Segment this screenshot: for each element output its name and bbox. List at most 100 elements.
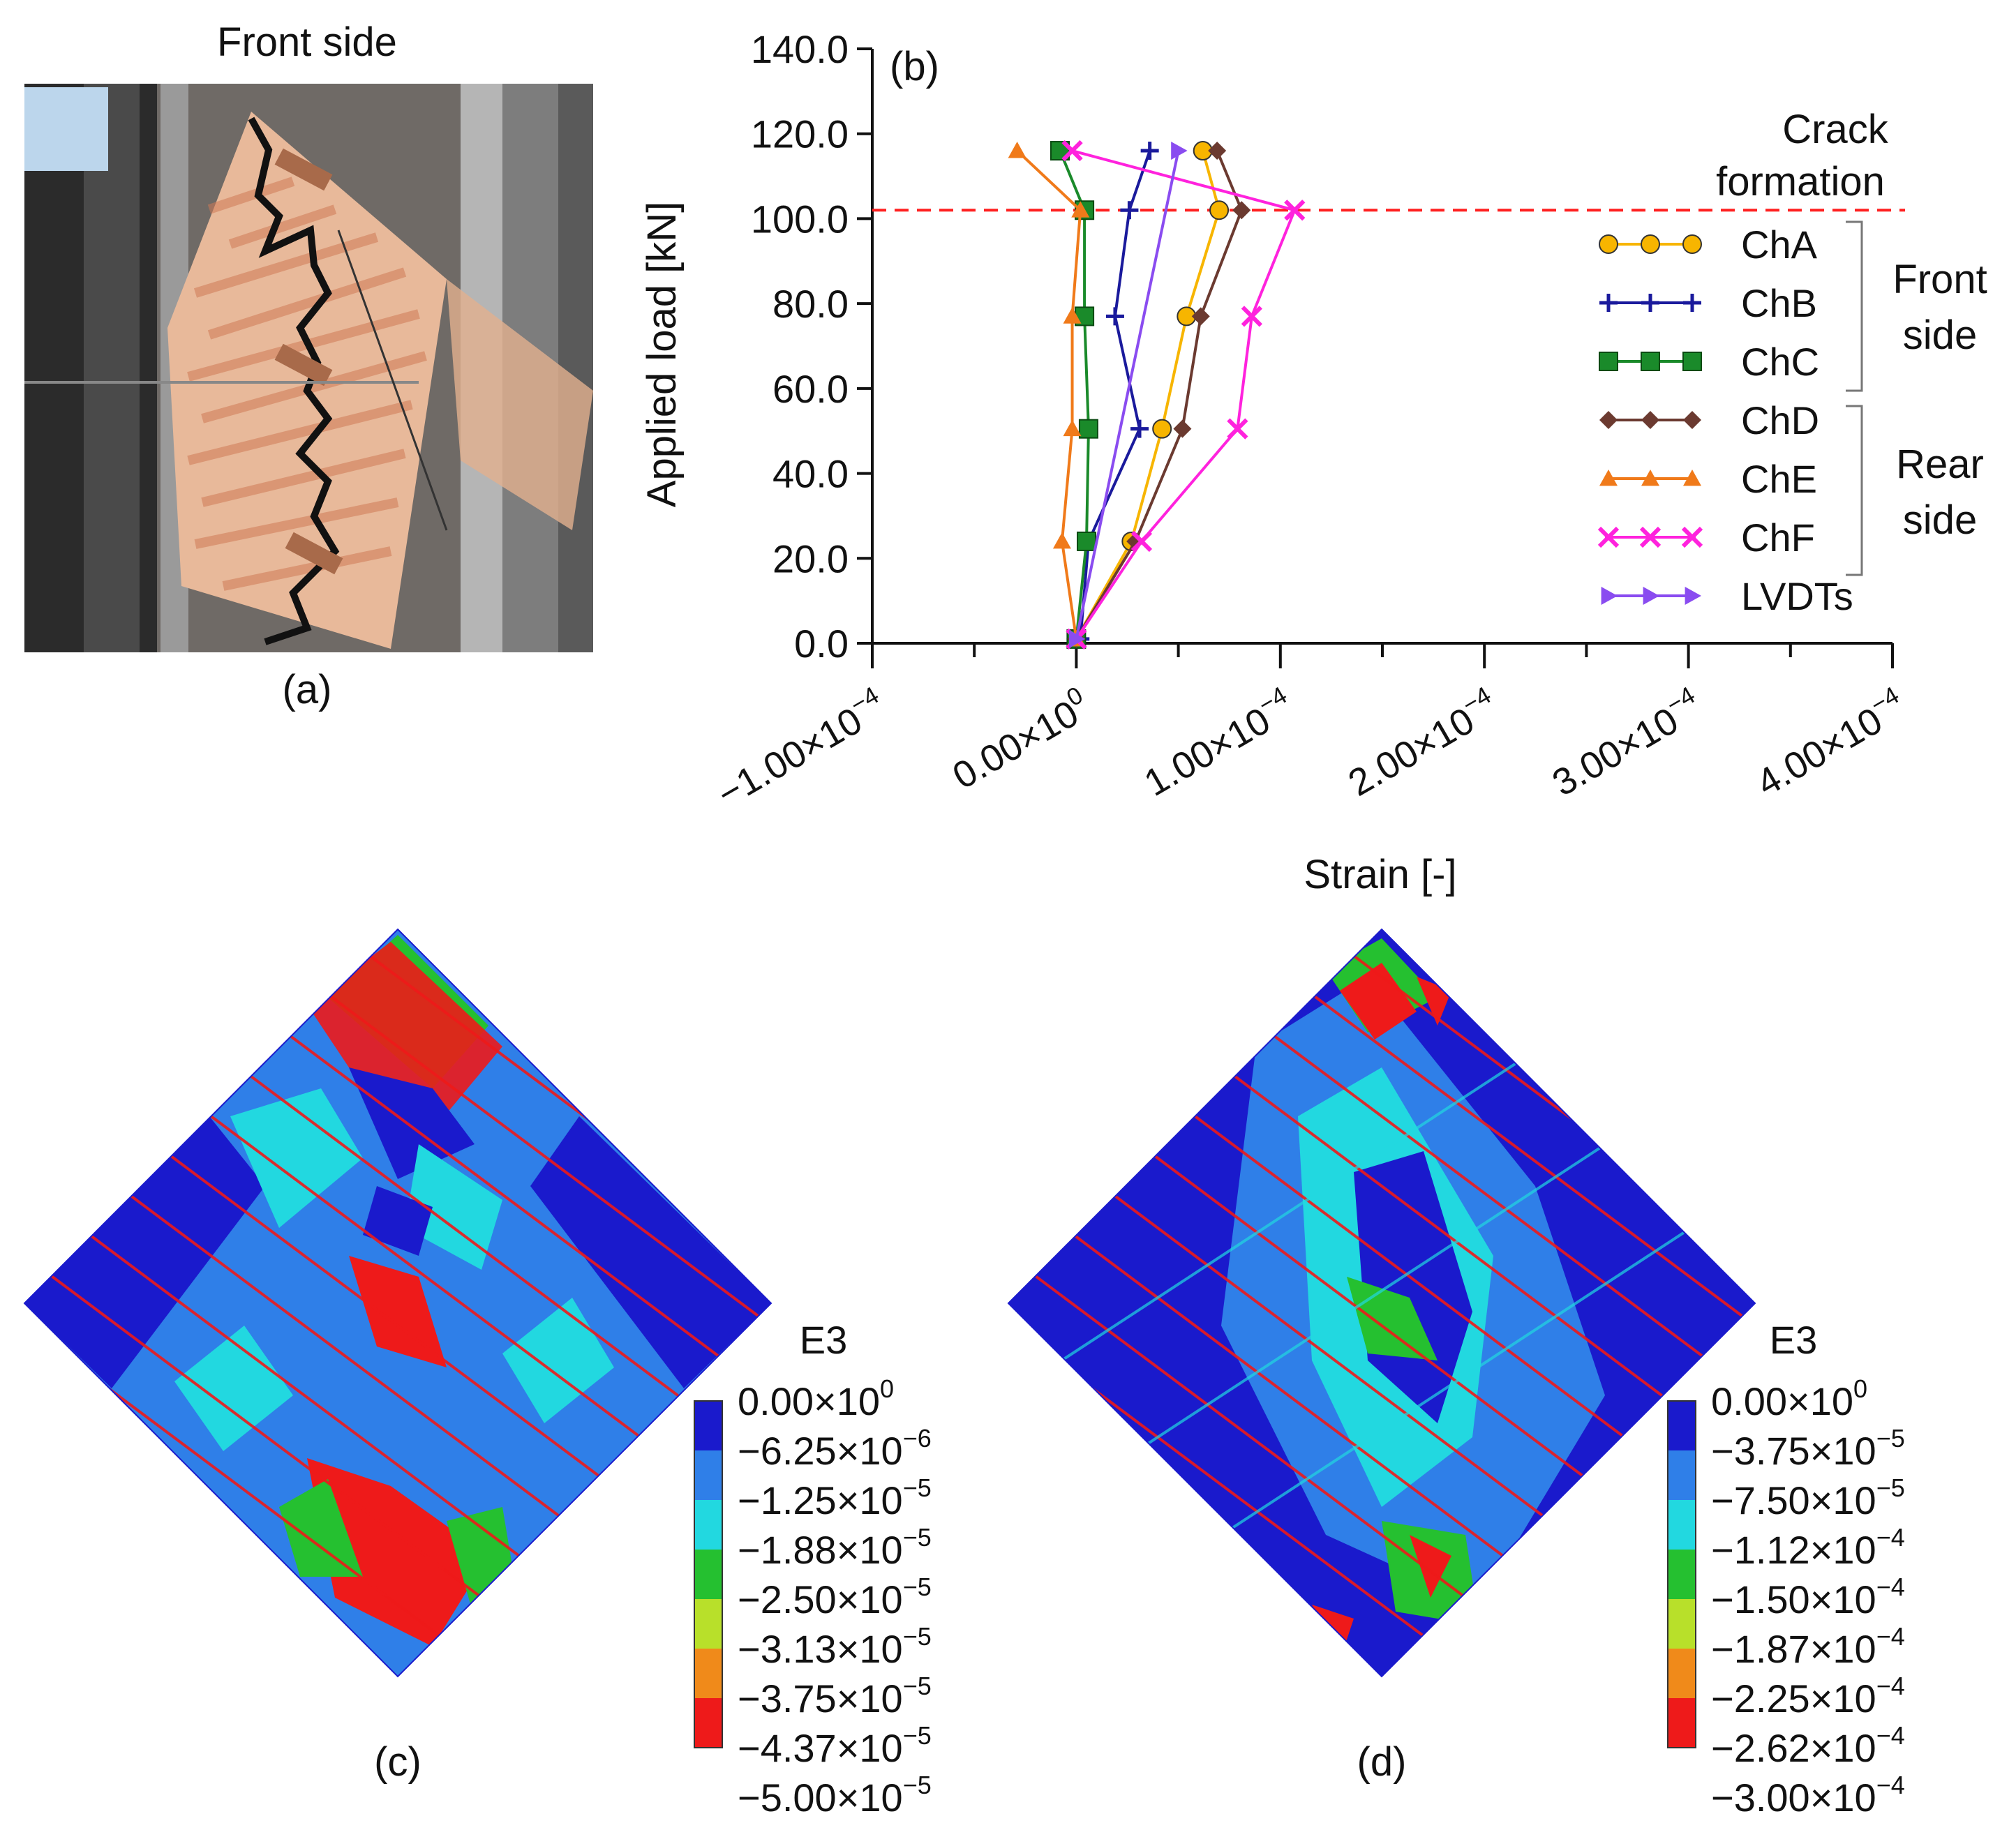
y-tick-label: 120.0 (751, 112, 849, 156)
legend-entry-ChC: ChC (1599, 340, 1819, 384)
y-tick-label: 0.0 (794, 622, 849, 666)
x-tick-label: 3.00×10−4 (1543, 682, 1709, 804)
colorbar-label: −1.87×10−4 (1711, 1622, 1905, 1671)
colorbar-segment (1668, 1599, 1696, 1649)
data-point-marker (1683, 411, 1701, 429)
x-tick-label: 0.00×100 (943, 682, 1098, 797)
data-point-marker (1685, 587, 1701, 605)
panel-c-caption: (c) (374, 1739, 421, 1785)
x-axis-label: Strain [-] (1304, 852, 1456, 897)
legend-entry-ChE: ChE (1599, 457, 1817, 501)
data-point-marker (1063, 307, 1082, 324)
data-point-marker (1130, 530, 1153, 553)
data-point-marker (1599, 294, 1618, 312)
series-ChF (1061, 140, 1306, 650)
colorbar-frame (1667, 1400, 1696, 1748)
data-point-marker (1191, 307, 1210, 326)
colorbar-frame (694, 1400, 723, 1748)
data-point-marker (1227, 418, 1248, 440)
data-point-marker (1643, 587, 1659, 605)
data-point-marker (1639, 526, 1662, 548)
colorbar-d: E3 0.00×100−3.75×10−5−7.50×10−5−1.12×10−4… (1667, 1318, 1905, 1820)
legend-entry-ChD: ChD (1599, 398, 1819, 442)
legend-bracket-rear (1846, 405, 1863, 576)
legend-label: ChB (1741, 281, 1817, 325)
series-line-ChB (1079, 150, 1151, 640)
colorbar-segment (694, 1401, 722, 1450)
series-group (1008, 140, 1306, 650)
legend-entry-ChA: ChA (1599, 223, 1818, 267)
data-point-marker (1597, 526, 1620, 548)
crack-formation-label-line1: Crack (1782, 107, 1888, 152)
data-point-marker (1152, 419, 1172, 439)
colorbar-label: −1.50×10−4 (1711, 1573, 1905, 1621)
series-ChB (1071, 142, 1159, 648)
data-point-marker (1599, 470, 1618, 486)
crack-formation-label-line2: formation (1716, 159, 1885, 204)
data-point-marker (1641, 411, 1659, 429)
data-point-marker (1641, 352, 1660, 371)
legend-group-front-line1: Front (1892, 257, 1987, 302)
colorbar-label: −2.25×10−4 (1711, 1672, 1905, 1720)
legend-label: ChE (1741, 457, 1817, 501)
x-tick-label-group: 4.00×10−4 (1747, 682, 1913, 804)
data-point-marker (1599, 411, 1618, 429)
colorbar-segment (1668, 1500, 1696, 1550)
x-tick-label-group: 3.00×10−4 (1543, 682, 1709, 804)
x-tick-label-group: 2.00×10−4 (1339, 682, 1505, 804)
data-point-marker (1599, 234, 1618, 254)
x-tick-label: −1.00×10−4 (708, 682, 893, 816)
legend-entry-ChB: ChB (1599, 281, 1817, 325)
data-point-marker (1069, 629, 1086, 648)
masonry-wallet-photo-icon (24, 84, 593, 652)
x-tick-label: 2.00×10−4 (1339, 682, 1505, 804)
x-tick-label: 1.00×10−4 (1135, 682, 1301, 804)
data-point-marker (1641, 234, 1660, 254)
colorbar-segment (694, 1550, 722, 1599)
data-point-marker (1284, 200, 1306, 221)
data-point-marker (1140, 142, 1159, 160)
y-tick-label: 100.0 (751, 197, 849, 241)
colorbar-label: 0.00×100 (1711, 1374, 1867, 1423)
colorbar-label: −5.00×10−5 (738, 1771, 932, 1820)
panel-d-caption: (d) (1357, 1739, 1407, 1785)
data-point-marker (1105, 307, 1124, 326)
series-ChE (1008, 142, 1090, 647)
series-LVDTs (1069, 142, 1188, 648)
x-tick-label: 4.00×10−4 (1747, 682, 1913, 804)
data-point-marker (1681, 526, 1703, 548)
legend-label: ChD (1741, 398, 1819, 442)
data-point-marker (1209, 200, 1230, 220)
y-tick-label: 140.0 (751, 27, 849, 71)
data-point-marker (1061, 140, 1083, 162)
y-ticks: 0.0 20.0 40.0 60.0 80.0 100.0 120.0 140.0 (751, 27, 872, 666)
legend-label: LVDTs (1741, 574, 1853, 618)
colorbar-label: 0.00×100 (738, 1374, 894, 1423)
colorbar-label: −7.50×10−5 (1711, 1473, 1905, 1522)
data-point-marker (1173, 419, 1192, 438)
y-axis-label: Applied load [kN] (639, 202, 685, 507)
panel-b-chart: 0.0 20.0 40.0 60.0 80.0 100.0 120.0 140.0 −1.00… (639, 27, 1987, 897)
colorbar-segment (1668, 1698, 1696, 1748)
legend-group-rear-line2: side (1903, 497, 1977, 543)
series-line-ChE (1016, 149, 1082, 640)
legend-group-front-line2: side (1903, 313, 1977, 358)
colorbar-label: −3.75×10−5 (738, 1672, 932, 1720)
series-line-ChF (1072, 149, 1297, 640)
data-point-marker (1130, 419, 1149, 438)
data-point-marker (1071, 201, 1090, 218)
colorbar-segment (1668, 1401, 1696, 1450)
colorbar-segment (694, 1450, 722, 1500)
series-line-ChD (1075, 150, 1244, 640)
legend-entry-ChF: ChF (1597, 516, 1815, 560)
colorbar-segment (1668, 1550, 1696, 1599)
legend-group-rear-line1: Rear (1896, 442, 1984, 487)
colorbar-label: −3.00×10−4 (1711, 1771, 1905, 1820)
y-tick-label: 60.0 (772, 367, 849, 411)
panel-b-label: (b) (890, 44, 939, 89)
series-line-ChA (1075, 150, 1221, 640)
series-line-LVDTs (1075, 150, 1180, 640)
data-point-marker (1078, 419, 1098, 439)
colorbar-label: −2.50×10−5 (738, 1573, 932, 1621)
x-tick-label-group: 0.00×100 (943, 682, 1098, 797)
